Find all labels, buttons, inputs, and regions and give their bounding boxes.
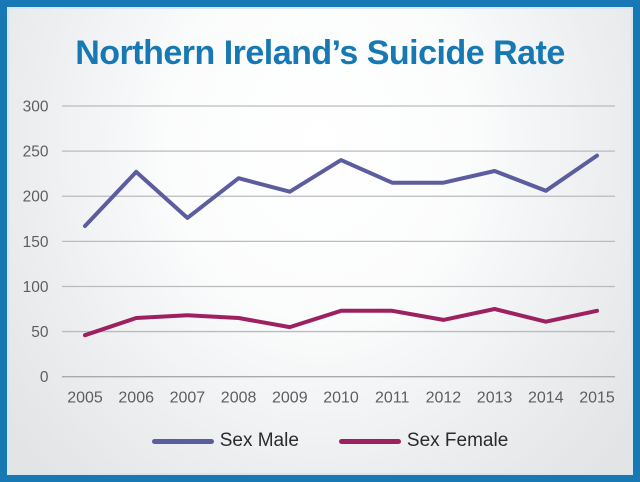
y-tick-label: 0 bbox=[40, 369, 49, 386]
series-line-sex-female bbox=[83, 307, 599, 338]
x-tick-label: 2015 bbox=[579, 390, 615, 407]
female-line-swatch bbox=[338, 438, 401, 444]
x-tick-label: 2005 bbox=[67, 390, 103, 407]
chart-legend: Sex Male Sex Female bbox=[10, 429, 640, 453]
y-tick-label: 50 bbox=[31, 324, 49, 341]
x-tick-label: 2011 bbox=[375, 390, 410, 407]
legend-label-female: Sex Female bbox=[406, 430, 509, 451]
legend-label-male: Sex Male bbox=[219, 430, 299, 451]
y-tick-label: 300 bbox=[23, 99, 49, 116]
chart-title: Northern Ireland’s Suicide Rate bbox=[75, 34, 565, 72]
series-line-sex-male bbox=[83, 153, 599, 228]
y-tick-label: 150 bbox=[23, 234, 49, 251]
y-tick-label: 100 bbox=[23, 279, 49, 296]
x-tick-label: 2007 bbox=[170, 390, 206, 407]
legend-item-female: Sex Female bbox=[338, 430, 509, 452]
legend-item-male: Sex Male bbox=[151, 430, 299, 452]
x-tick-label: 2010 bbox=[323, 390, 359, 407]
y-tick-label: 250 bbox=[23, 144, 49, 161]
x-tick-label: 2006 bbox=[118, 390, 154, 407]
x-tick-label: 2014 bbox=[528, 390, 564, 407]
x-tick-label: 2012 bbox=[426, 390, 462, 407]
x-tick-label: 2009 bbox=[272, 390, 308, 407]
male-line-swatch bbox=[151, 438, 214, 444]
y-tick-label: 200 bbox=[23, 189, 49, 206]
x-tick-label: 2013 bbox=[477, 390, 513, 407]
x-tick-label: 2008 bbox=[221, 390, 257, 407]
